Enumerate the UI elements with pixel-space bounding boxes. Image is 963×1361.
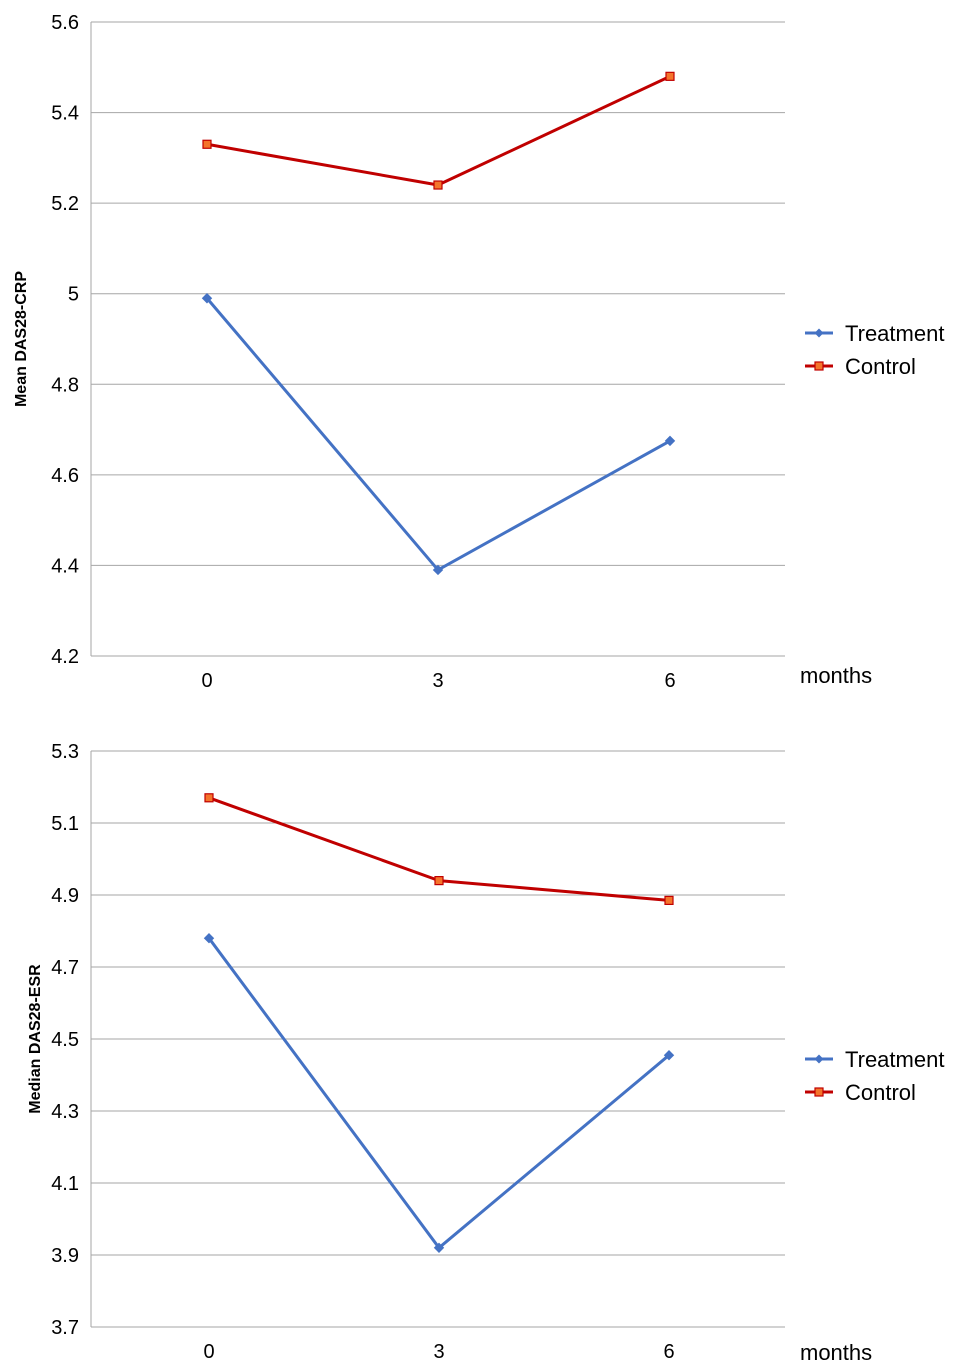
legend-item-treatment: Treatment <box>805 1047 944 1072</box>
x-tick-label: 0 <box>201 670 212 692</box>
x-axis-label: months <box>800 1340 872 1361</box>
y-tick-label: 5 <box>68 284 79 306</box>
legend-treatment-label: Treatment <box>845 321 944 346</box>
data-point-control <box>434 876 444 886</box>
y-tick-label: 5.4 <box>51 103 79 125</box>
series-line-treatment <box>207 937 670 1250</box>
y-tick-label: 4.8 <box>51 374 79 396</box>
data-point-control <box>204 793 214 803</box>
x-tick-labels: 0 3 6 <box>203 1341 674 1361</box>
y-tick-labels: 3.7 3.9 4.1 4.3 4.5 4.7 4.9 5.1 5.3 <box>51 741 79 1339</box>
grid-lines <box>91 750 785 1328</box>
x-tick-label: 3 <box>432 670 443 692</box>
legend-item-control: Control <box>805 1080 916 1105</box>
legend-control-label: Control <box>845 1080 916 1105</box>
data-point-control <box>665 71 675 81</box>
y-tick-label: 4.2 <box>51 646 79 668</box>
x-axis-label: months <box>800 663 872 688</box>
x-tick-label: 6 <box>663 1341 674 1361</box>
legend-item-treatment: Treatment <box>805 321 944 346</box>
data-point-control <box>202 139 212 149</box>
y-tick-label: 4.4 <box>51 555 79 577</box>
y-tick-label: 5.2 <box>51 193 79 215</box>
data-point-treatment <box>432 564 444 576</box>
series-line-treatment <box>205 297 671 572</box>
data-point-control <box>433 180 443 190</box>
grid-lines <box>91 21 785 657</box>
axes <box>90 22 785 657</box>
das28-esr-chart: 3.7 3.9 4.1 4.3 4.5 4.7 4.9 5.1 5.3 0 3 6 Median D… <box>0 720 963 1361</box>
y-tick-label: 3.7 <box>51 1317 79 1339</box>
data-point-treatment <box>203 932 215 944</box>
x-tick-label: 0 <box>203 1341 214 1361</box>
legend-item-control: Control <box>805 354 916 379</box>
y-tick-label: 4.6 <box>51 465 79 487</box>
legend-treatment-marker <box>814 328 824 338</box>
y-tick-label: 4.7 <box>51 957 79 979</box>
series-markers <box>203 793 675 1254</box>
das28-esr-chart-svg: 3.7 3.9 4.1 4.3 4.5 4.7 4.9 5.1 5.3 0 3 6 Median D… <box>27 741 944 1361</box>
legend-control-marker <box>814 1087 824 1097</box>
y-tick-labels: 4.2 4.4 4.6 4.8 5 5.2 5.4 5.6 <box>51 12 79 668</box>
legend: Treatment Control <box>805 1047 944 1105</box>
y-tick-label: 4.3 <box>51 1101 79 1123</box>
x-tick-labels: 0 3 6 <box>201 670 675 692</box>
y-tick-label: 5.1 <box>51 813 79 835</box>
series-lines <box>205 74 671 572</box>
legend: Treatment Control <box>805 321 944 379</box>
axes <box>90 751 785 1328</box>
legend-control-marker <box>814 361 824 371</box>
y-axis-label: Median DAS28-ESR <box>27 964 44 1114</box>
das28-crp-chart: 4.2 4.4 4.6 4.8 5 5.2 5.4 5.6 0 3 6 Mean DAS28-CR… <box>13 12 944 692</box>
data-point-treatment <box>664 435 676 447</box>
legend-treatment-label: Treatment <box>845 1047 944 1072</box>
data-point-treatment <box>201 293 213 304</box>
y-tick-label: 5.3 <box>51 741 79 763</box>
y-axis-label: Mean DAS28-CRP <box>13 271 30 407</box>
y-tick-label: 3.9 <box>51 1245 79 1267</box>
data-point-treatment <box>663 1049 675 1061</box>
data-point-control <box>664 895 674 905</box>
das28-crp-chart-svg: 4.2 4.4 4.6 4.8 5 5.2 5.4 5.6 0 3 6 Mean DAS28-CR… <box>13 12 944 692</box>
x-tick-label: 6 <box>664 670 675 692</box>
legend-treatment-marker <box>814 1054 824 1064</box>
x-tick-label: 3 <box>433 1341 444 1361</box>
y-tick-label: 4.1 <box>51 1173 79 1195</box>
y-tick-label: 5.6 <box>51 12 79 34</box>
y-tick-label: 4.5 <box>51 1029 79 1051</box>
series-markers <box>201 71 676 576</box>
series-lines <box>207 796 670 1250</box>
legend-control-label: Control <box>845 354 916 379</box>
y-tick-label: 4.9 <box>51 885 79 907</box>
series-line-control <box>206 74 671 187</box>
data-point-treatment <box>433 1242 445 1254</box>
